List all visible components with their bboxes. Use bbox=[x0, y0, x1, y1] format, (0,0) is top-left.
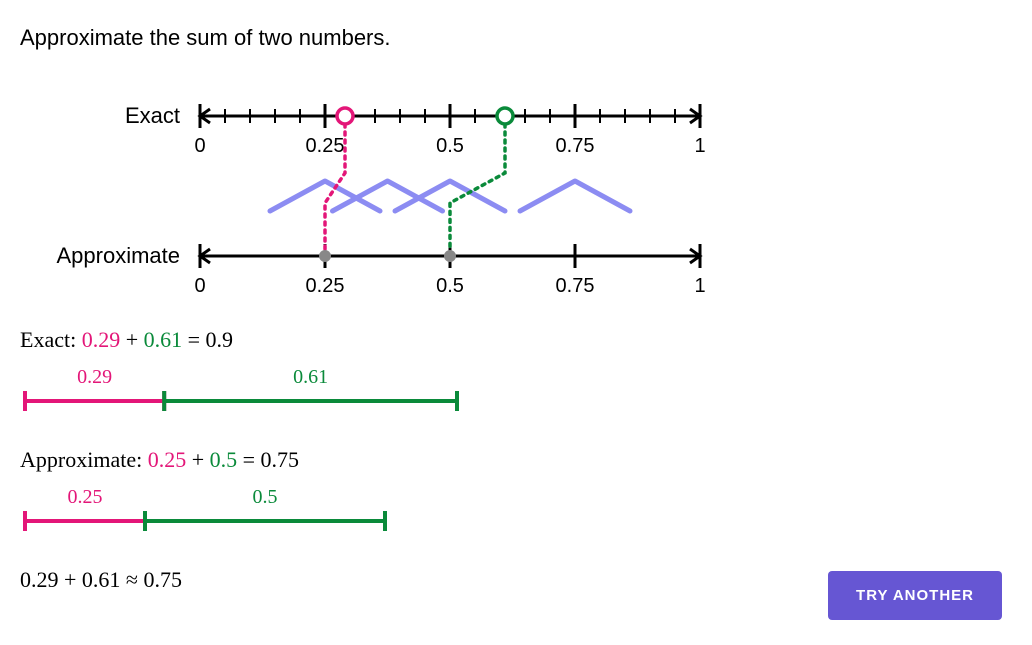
plus-sign-2: + bbox=[186, 447, 209, 472]
svg-text:0.61: 0.61 bbox=[293, 366, 328, 388]
svg-text:Approximate: Approximate bbox=[56, 243, 180, 268]
svg-text:0: 0 bbox=[194, 275, 205, 297]
approx-prefix: Approximate: bbox=[20, 447, 148, 472]
svg-text:0.29: 0.29 bbox=[77, 366, 112, 388]
approx-equation: Approximate: 0.25 + 0.5 = 0.75 bbox=[20, 447, 1012, 473]
exact-equation: Exact: 0.29 + 0.61 = 0.9 bbox=[20, 327, 1012, 353]
svg-text:0.75: 0.75 bbox=[556, 275, 595, 297]
svg-text:0.25: 0.25 bbox=[306, 135, 345, 157]
exact-b: 0.61 bbox=[144, 327, 183, 352]
svg-text:0: 0 bbox=[194, 135, 205, 157]
approx-b: 0.5 bbox=[210, 447, 238, 472]
final-rhs: 0.75 bbox=[144, 567, 183, 592]
approx-a: 0.25 bbox=[148, 447, 187, 472]
svg-text:0.5: 0.5 bbox=[436, 275, 464, 297]
exact-result: 0.9 bbox=[206, 327, 234, 352]
svg-text:0.5: 0.5 bbox=[253, 486, 278, 508]
exact-a: 0.29 bbox=[82, 327, 121, 352]
svg-text:Exact: Exact bbox=[125, 103, 180, 128]
exact-bar-row: 0.29 0.61 bbox=[20, 359, 1012, 419]
svg-text:1: 1 bbox=[694, 135, 705, 157]
equals-sign-2: = bbox=[237, 447, 260, 472]
plus-sign-3: + bbox=[59, 567, 82, 592]
exact-prefix: Exact: bbox=[20, 327, 82, 352]
approx-bars-svg: 0.25 0.5 bbox=[20, 479, 720, 539]
exact-bars-svg: 0.29 0.61 bbox=[20, 359, 720, 419]
page-title: Approximate the sum of two numbers. bbox=[20, 25, 1012, 51]
approx-bar-row: 0.25 0.5 bbox=[20, 479, 1012, 539]
final-b: 0.61 bbox=[82, 567, 121, 592]
final-a: 0.29 bbox=[20, 567, 59, 592]
equals-sign: = bbox=[182, 327, 205, 352]
svg-text:0.75: 0.75 bbox=[556, 135, 595, 157]
number-line-diagram: 0 0.25 0.5 0.75 1 Exact 0 0.25 0.5 0.75 1 Approxima… bbox=[20, 91, 1012, 321]
diagram-svg: 0 0.25 0.5 0.75 1 Exact 0 0.25 0.5 0.75 1 Approxima… bbox=[20, 91, 1020, 321]
approx-symbol: ≈ bbox=[120, 567, 143, 592]
try-another-button[interactable]: TRY ANOTHER bbox=[828, 571, 1002, 620]
svg-text:1: 1 bbox=[694, 275, 705, 297]
svg-text:0.25: 0.25 bbox=[68, 486, 103, 508]
svg-text:0.5: 0.5 bbox=[436, 135, 464, 157]
plus-sign: + bbox=[120, 327, 143, 352]
approx-result: 0.75 bbox=[261, 447, 300, 472]
svg-text:0.25: 0.25 bbox=[306, 275, 345, 297]
